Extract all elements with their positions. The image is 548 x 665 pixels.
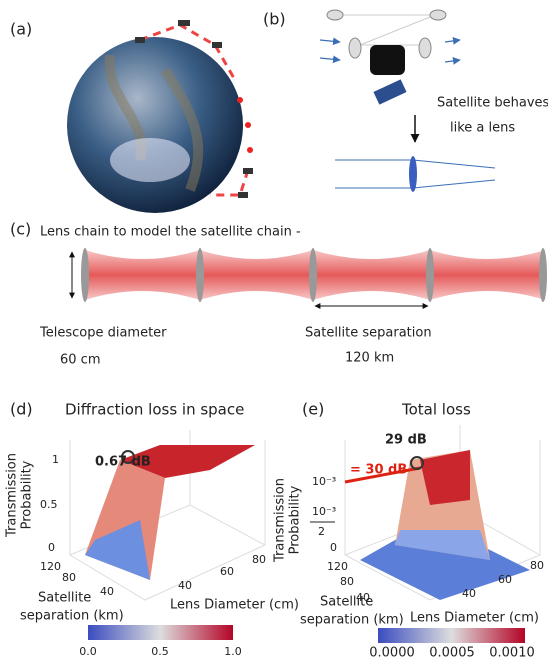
x-tick: 60 <box>498 573 512 586</box>
dot <box>245 122 251 128</box>
z-label: Transmission <box>5 453 20 538</box>
colorbar-tick: 0.0010 <box>489 646 535 661</box>
caption: like a lens <box>450 121 515 136</box>
lens <box>409 156 417 192</box>
colorbar-tick: 0.5 <box>151 645 169 658</box>
caption: 60 cm <box>60 353 101 368</box>
colorbar <box>88 625 233 640</box>
colorbar-tick: 1.0 <box>224 645 242 658</box>
z-tick: 2 <box>318 525 325 538</box>
caption: Satellite separation <box>305 326 432 341</box>
y-tick: 40 <box>100 585 114 598</box>
satellite-body <box>370 45 405 75</box>
colorbar-tick: 0.0 <box>79 645 97 658</box>
colorbar-tick: 0.0000 <box>369 646 415 661</box>
x-label: Lens Diameter (cm) <box>410 611 539 626</box>
caption: Lens chain to model the satellite chain … <box>40 225 301 240</box>
panel-title: Diffraction loss in space <box>65 401 244 419</box>
x-tick: 80 <box>530 559 544 572</box>
earth <box>67 37 243 213</box>
z-tick: 0 <box>48 541 55 554</box>
y-tick: 120 <box>327 560 348 573</box>
z-tick: 0 <box>330 541 337 554</box>
y-label: separation (km) <box>20 609 124 624</box>
colorbar <box>378 628 525 643</box>
panel-label: (d) <box>10 400 33 419</box>
threshold-label: = 30 dB <box>350 463 407 478</box>
dot <box>237 97 243 103</box>
z-tick: 10⁻³ <box>312 475 336 488</box>
z-label: Probability <box>288 485 303 554</box>
x-tick: 40 <box>462 587 476 600</box>
x-tick: 40 <box>178 579 192 592</box>
x-label: Lens Diameter (cm) <box>170 598 299 613</box>
caption: 120 km <box>345 351 394 366</box>
dot <box>247 147 253 153</box>
y-label: separation (km) <box>300 613 404 628</box>
y-tick: 80 <box>62 571 76 584</box>
x-tick: 80 <box>252 553 266 566</box>
cloud <box>110 138 190 182</box>
caption: Telescope diameter <box>39 326 167 341</box>
figure: (a) (b) Satellite behaves like a lens (c… <box>0 0 548 665</box>
z-tick: 10⁻³ <box>312 505 336 518</box>
solar-panel <box>373 79 406 104</box>
colorbar-tick: 0.0005 <box>429 646 475 661</box>
panel-label: (c) <box>10 220 31 239</box>
panel-title: Total loss <box>401 401 471 419</box>
panel-label: (b) <box>263 10 286 29</box>
z-label: Probability <box>20 460 35 529</box>
panel-label: (a) <box>10 20 32 39</box>
annotation: 0.67 dB <box>95 455 151 470</box>
caption: Satellite behaves <box>437 96 548 111</box>
z-tick: 1 <box>52 453 59 466</box>
y-label: Satellite <box>38 591 91 606</box>
y-tick: 80 <box>340 575 354 588</box>
y-label: Satellite <box>320 595 373 610</box>
page: {"panels":{ "a":{"label":"(a)"}, "b":{"l… <box>0 0 548 665</box>
x-tick: 60 <box>220 565 234 578</box>
z-label: Transmission <box>273 478 288 563</box>
z-tick: 0.5 <box>40 498 58 511</box>
panel-label: (e) <box>302 400 324 419</box>
y-tick: 120 <box>40 560 61 573</box>
annotation: 29 dB <box>385 433 427 448</box>
